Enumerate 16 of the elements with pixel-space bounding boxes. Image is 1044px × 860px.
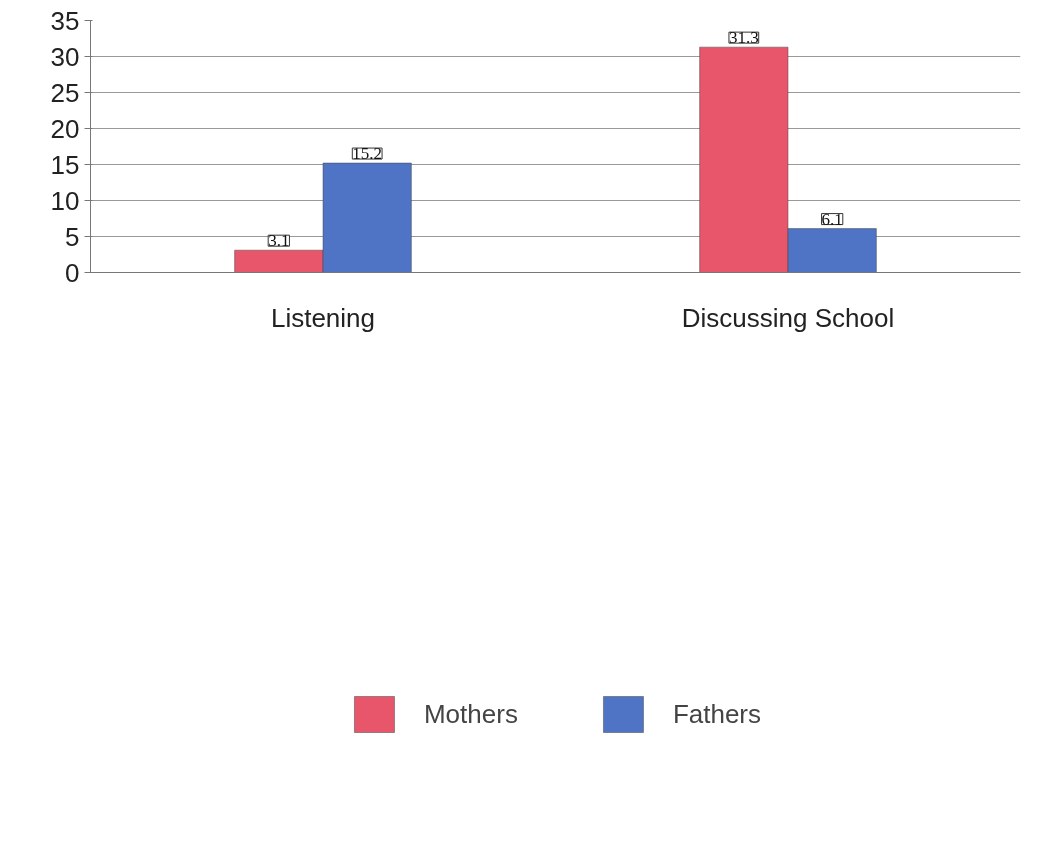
y-tick-label: 5 xyxy=(65,221,80,252)
data-label: 6.1 xyxy=(821,209,843,229)
y-tick-label: 10 xyxy=(50,185,80,216)
y-tick-label: 15 xyxy=(50,149,80,180)
data-label: 3.1 xyxy=(268,231,290,251)
y-tick-label: 30 xyxy=(50,41,80,72)
y-tick-label: 20 xyxy=(50,113,80,144)
y-tick-label: 25 xyxy=(50,77,80,108)
data-label: 15.2 xyxy=(352,144,383,164)
data-label: 31.3 xyxy=(728,28,759,48)
y-tick-label: 35 xyxy=(50,5,80,36)
y-tick-label: 0 xyxy=(65,257,80,288)
legend-label: Mothers xyxy=(423,698,518,730)
x-tick-label: Discussing School xyxy=(681,302,895,333)
x-tick-label: Listening xyxy=(270,302,376,333)
legend-label: Fathers xyxy=(672,698,762,730)
